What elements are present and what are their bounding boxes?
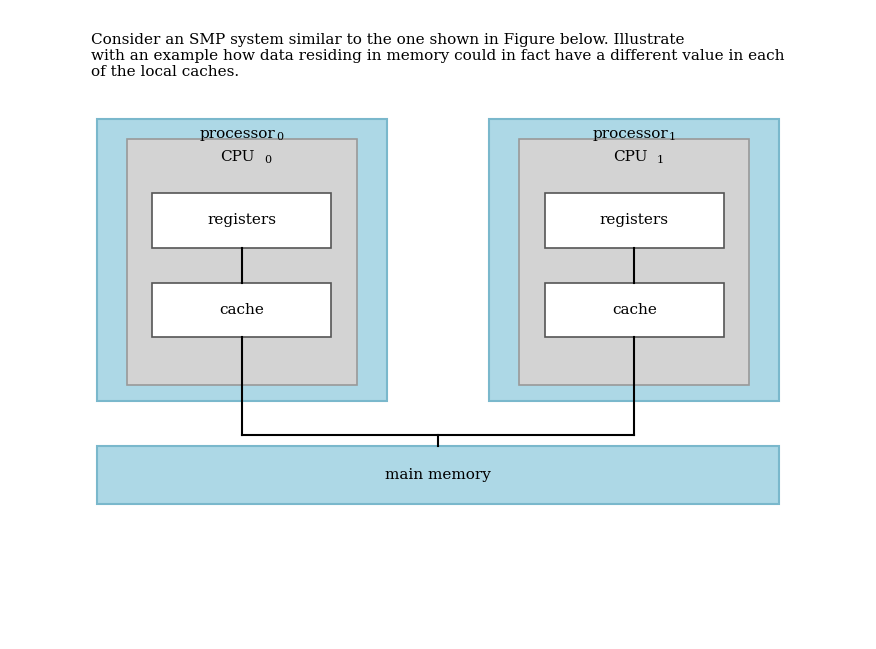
FancyBboxPatch shape bbox=[152, 193, 331, 248]
FancyBboxPatch shape bbox=[152, 283, 331, 337]
Text: CPU: CPU bbox=[220, 150, 255, 164]
Text: registers: registers bbox=[208, 214, 276, 227]
Text: Consider an SMP system similar to the one shown in Figure below. Illustrate
with: Consider an SMP system similar to the on… bbox=[91, 33, 785, 79]
Text: registers: registers bbox=[600, 214, 668, 227]
Text: main memory: main memory bbox=[385, 468, 491, 482]
FancyBboxPatch shape bbox=[96, 119, 387, 401]
FancyBboxPatch shape bbox=[127, 139, 357, 386]
FancyBboxPatch shape bbox=[545, 283, 724, 337]
Text: 1: 1 bbox=[656, 156, 663, 165]
FancyBboxPatch shape bbox=[96, 447, 780, 504]
Text: cache: cache bbox=[611, 303, 657, 317]
Text: CPU: CPU bbox=[612, 150, 647, 164]
FancyBboxPatch shape bbox=[519, 139, 749, 386]
FancyBboxPatch shape bbox=[489, 119, 780, 401]
Text: processor: processor bbox=[592, 127, 668, 141]
FancyBboxPatch shape bbox=[545, 193, 724, 248]
Text: 0: 0 bbox=[264, 156, 271, 165]
Text: cache: cache bbox=[219, 303, 265, 317]
Text: processor: processor bbox=[200, 127, 275, 141]
Text: 0: 0 bbox=[276, 132, 283, 142]
Text: 1: 1 bbox=[668, 132, 675, 142]
